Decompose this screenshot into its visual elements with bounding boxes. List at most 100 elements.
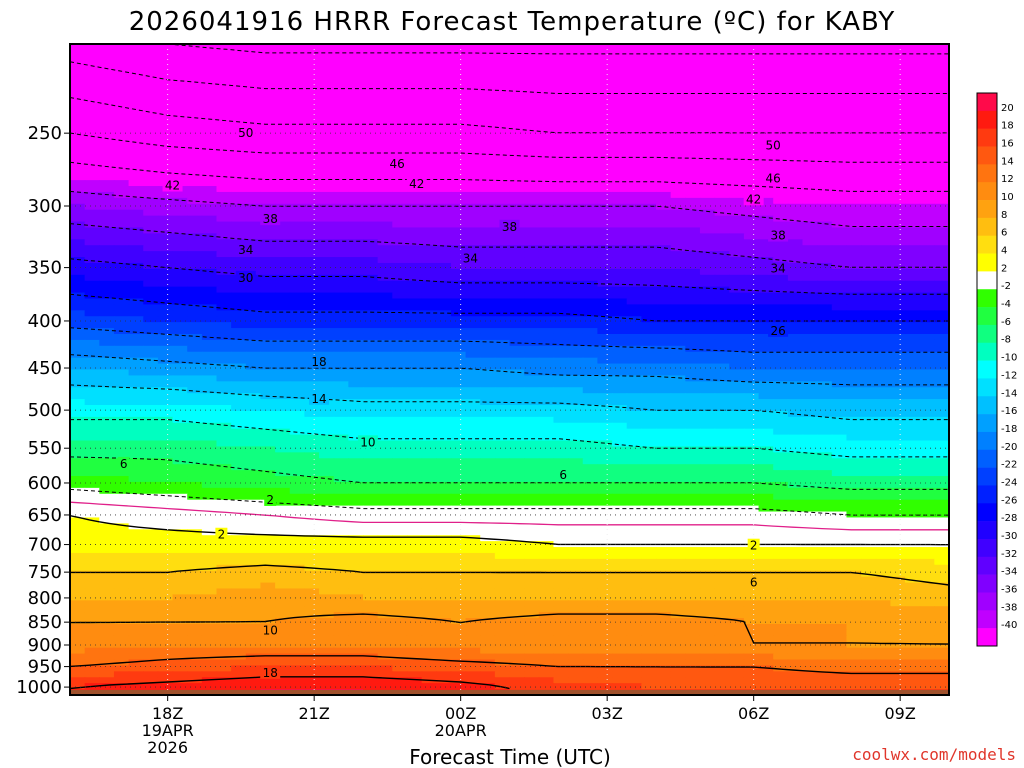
field-cell: [348, 422, 364, 430]
field-cell: [304, 410, 320, 418]
field-cell: [787, 493, 804, 501]
field-cell: [494, 49, 511, 57]
field-cell: [905, 304, 921, 311]
field-cell: [905, 156, 921, 163]
field-cell: [421, 458, 437, 465]
field-cell: [831, 440, 848, 448]
field-cell: [216, 304, 232, 311]
field-cell: [656, 79, 672, 87]
field-cell: [875, 245, 891, 252]
field-cell: [612, 138, 628, 146]
field-cell: [216, 476, 232, 483]
field-cell: [597, 470, 613, 477]
field-cell: [348, 505, 364, 513]
field-cell: [494, 239, 511, 246]
field-cell: [260, 91, 276, 98]
field-cell: [670, 345, 686, 353]
field-cell: [260, 79, 276, 87]
field-cell: [377, 333, 393, 341]
field-cell: [187, 405, 203, 412]
field-cell: [216, 363, 232, 371]
field-cell: [699, 351, 716, 359]
field-cell: [861, 156, 877, 163]
field-cell: [494, 274, 511, 282]
field-cell: [480, 115, 496, 122]
field-cell: [641, 150, 657, 158]
field-cell: [421, 375, 437, 382]
field-cell: [568, 304, 584, 311]
field-cell: [758, 410, 774, 418]
field-cell: [582, 191, 598, 199]
field-cell: [729, 144, 745, 152]
field-cell: [392, 144, 408, 152]
field-cell: [612, 221, 628, 229]
field-cell: [84, 505, 100, 513]
field-cell: [758, 529, 774, 536]
field-cell: [450, 209, 467, 217]
field-cell: [787, 339, 804, 347]
field-cell: [421, 203, 437, 211]
field-cell: [436, 357, 452, 365]
field-cell: [919, 464, 935, 471]
field-cell: [568, 215, 584, 223]
field-cell: [861, 209, 877, 217]
field-cell: [729, 375, 745, 382]
field-cell: [861, 79, 877, 87]
field-cell: [128, 97, 144, 104]
field-cell: [641, 487, 657, 495]
field-cell: [802, 126, 818, 134]
field-cell: [670, 156, 686, 163]
field-cell: [143, 186, 159, 193]
field-cell: [348, 487, 364, 495]
field-cell: [216, 505, 232, 513]
field-cell: [465, 328, 481, 335]
field-cell: [568, 144, 584, 152]
field-cell: [157, 440, 174, 448]
field-cell: [450, 233, 467, 240]
field-cell: [714, 280, 730, 288]
field-cell: [465, 168, 481, 175]
field-cell: [494, 126, 511, 134]
field-cell: [465, 126, 481, 134]
field-cell: [450, 405, 467, 412]
field-cell: [905, 310, 921, 317]
field-cell: [538, 73, 555, 81]
field-cell: [348, 150, 364, 158]
field-cell: [143, 310, 159, 317]
field-cell: [729, 464, 745, 471]
field-cell: [333, 375, 349, 382]
field-cell: [392, 446, 408, 453]
field-cell: [582, 381, 598, 388]
field-cell: [509, 493, 525, 501]
field-cell: [817, 464, 833, 471]
field-cell: [875, 310, 891, 317]
field-cell: [890, 357, 906, 365]
field-cell: [553, 186, 569, 193]
field-cell: [363, 322, 379, 329]
field-cell: [480, 239, 496, 246]
field-cell: [84, 274, 100, 282]
field-cell: [216, 428, 232, 436]
field-cell: [685, 85, 701, 92]
field-cell: [817, 298, 833, 305]
field-cell: [831, 227, 848, 234]
field-cell: [187, 339, 203, 347]
field-cell: [465, 280, 481, 288]
field-cell: [509, 458, 525, 465]
field-cell: [597, 197, 613, 205]
field-cell: [392, 126, 408, 134]
field-cell: [480, 138, 496, 146]
field-cell: [919, 67, 935, 75]
field-cell: [363, 233, 379, 240]
field-cell: [773, 416, 789, 424]
field-cell: [231, 375, 247, 382]
field-cell: [289, 410, 305, 418]
field-cell: [245, 476, 262, 483]
field-cell: [743, 458, 760, 465]
field-cell: [143, 197, 159, 205]
field-cell: [143, 162, 159, 169]
field-cell: [377, 156, 393, 163]
field-cell: [656, 428, 672, 436]
field-cell: [245, 440, 262, 448]
field-cell: [846, 416, 862, 424]
